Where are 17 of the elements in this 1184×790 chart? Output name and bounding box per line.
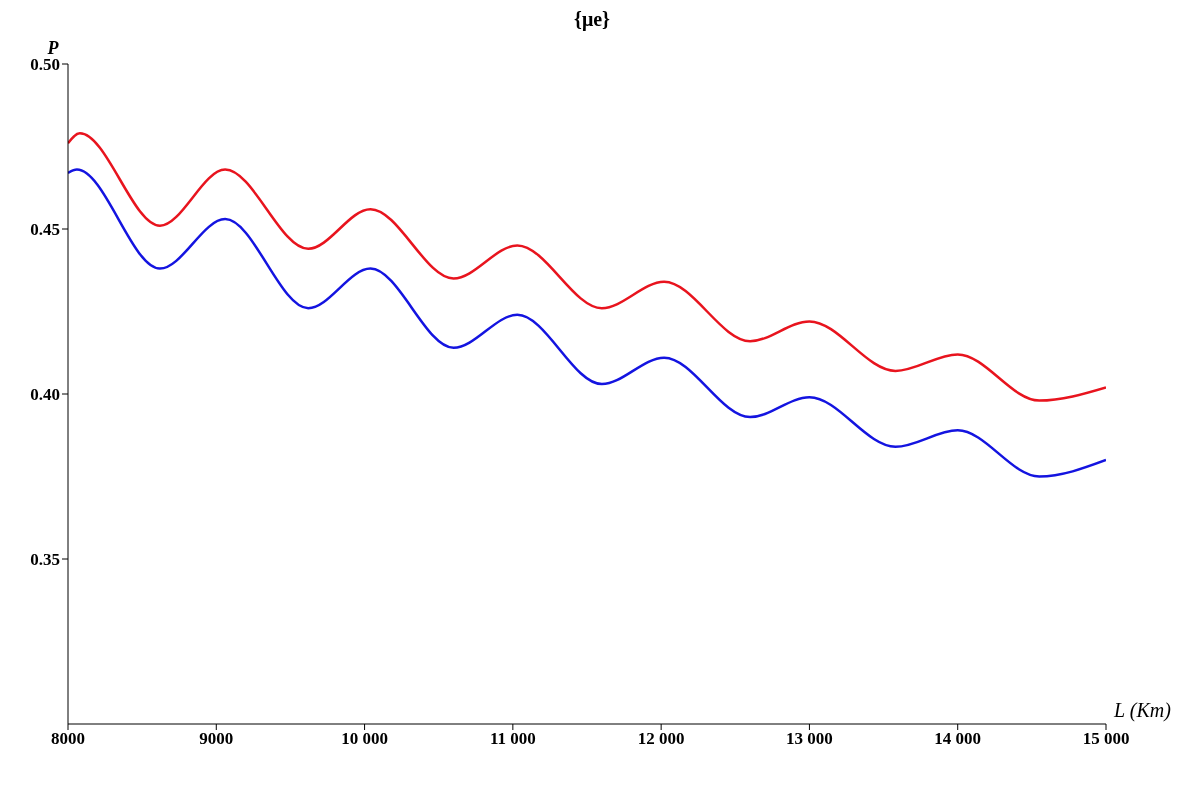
- x-tick-label: 15 000: [1082, 729, 1130, 749]
- y-tick-label: 0.35: [30, 550, 60, 570]
- y-tick-label: 0.40: [30, 385, 60, 405]
- x-tick-label: 9000: [199, 729, 234, 749]
- chart-title: {μe}: [573, 8, 611, 33]
- y-tick-label: 0.45: [30, 220, 60, 240]
- y-axis-title: P: [46, 38, 60, 58]
- x-tick-label: 13 000: [786, 729, 833, 749]
- x-tick-label: 11 000: [489, 729, 536, 749]
- x-axis-title: L (Km): [1113, 699, 1172, 723]
- x-tick-label: 10 000: [341, 729, 388, 749]
- x-tick-label: 12 000: [637, 729, 685, 749]
- y-tick-label: 0.50: [30, 55, 60, 75]
- line-series: [68, 132, 1106, 402]
- x-tick-label: 14 000: [934, 729, 982, 749]
- x-tick-label: 8000: [51, 729, 85, 749]
- line-series: [68, 168, 1106, 478]
